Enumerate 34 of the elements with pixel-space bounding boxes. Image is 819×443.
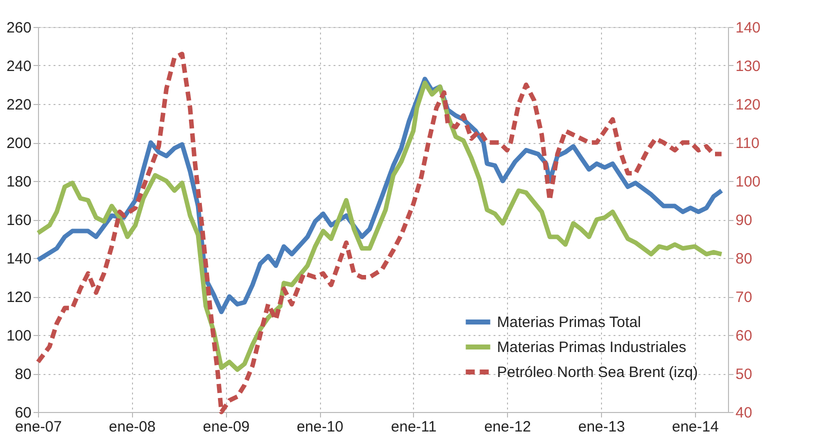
y2-tick-label: 140: [736, 20, 761, 36]
y2-tick-label: 80: [736, 250, 752, 268]
y-tick-label: 80: [14, 366, 32, 383]
line-series: [36, 52, 724, 414]
y2-tick-label: 100: [736, 174, 761, 190]
y2-tick-label: 60: [736, 328, 752, 344]
x-tick-label: ene-11: [391, 418, 437, 436]
y-tick-label: 240: [6, 58, 32, 75]
legend-label: Petróleo North Sea Brent (izq): [497, 364, 698, 381]
x-tick-label: ene-12: [484, 418, 531, 436]
x-tick-label: ene-07: [15, 418, 62, 436]
y2-tick-label: 50: [736, 366, 752, 383]
y2-tick-label: 130: [736, 58, 761, 75]
x-tick-label: ene-08: [108, 418, 156, 436]
y-tick-label: 220: [6, 96, 32, 114]
y-tick-label: 100: [6, 328, 32, 344]
y2-tick-label: 110: [736, 135, 760, 152]
y2-tick-label: 90: [736, 212, 752, 229]
x-tick-label: ene-14: [672, 418, 719, 436]
y2-tick-label: 120: [736, 96, 761, 114]
legend-label: Materias Primas Industriales: [497, 339, 686, 356]
legend-label: Materias Primas Total: [497, 314, 641, 331]
y-tick-label: 260: [6, 20, 32, 36]
x-tick-label: ene-13: [578, 418, 625, 436]
y-tick-label: 140: [6, 250, 32, 268]
y-tick-label: 120: [6, 289, 32, 306]
y-tick-label: 160: [6, 212, 32, 229]
y-tick-label: 200: [6, 135, 32, 152]
y2-tick-label: 40: [736, 404, 752, 422]
x-tick-label: ene-10: [296, 418, 344, 436]
x-tick-label: ene-09: [202, 418, 250, 436]
y-tick-label: 60: [14, 404, 32, 422]
y2-tick-label: 70: [736, 289, 752, 306]
y-tick-label: 180: [6, 174, 32, 190]
